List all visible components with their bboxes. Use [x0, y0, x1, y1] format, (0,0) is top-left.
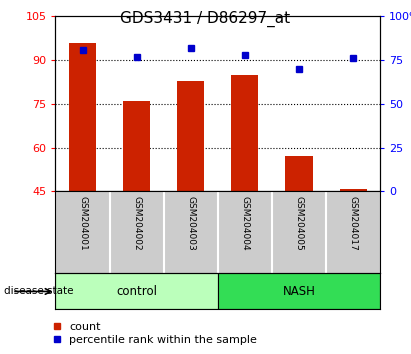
Text: NASH: NASH [283, 285, 315, 298]
Bar [123, 101, 150, 192]
Bar [231, 75, 259, 192]
Text: GSM204017: GSM204017 [349, 195, 358, 250]
Text: GSM204003: GSM204003 [186, 195, 195, 250]
Bar [55, 273, 218, 309]
Text: GSM204002: GSM204002 [132, 195, 141, 250]
Text: GSM204001: GSM204001 [78, 195, 87, 250]
Bar [286, 156, 312, 192]
Bar [69, 43, 96, 192]
Text: GSM204005: GSM204005 [295, 195, 303, 250]
Bar [177, 81, 204, 192]
Bar [339, 189, 367, 192]
Legend: count, percentile rank within the sample: count, percentile rank within the sample [53, 321, 257, 345]
Text: GDS3431 / D86297_at: GDS3431 / D86297_at [120, 11, 291, 27]
Text: disease state: disease state [4, 286, 74, 296]
Text: GSM204004: GSM204004 [240, 195, 249, 250]
Bar [218, 273, 380, 309]
Text: control: control [116, 285, 157, 298]
